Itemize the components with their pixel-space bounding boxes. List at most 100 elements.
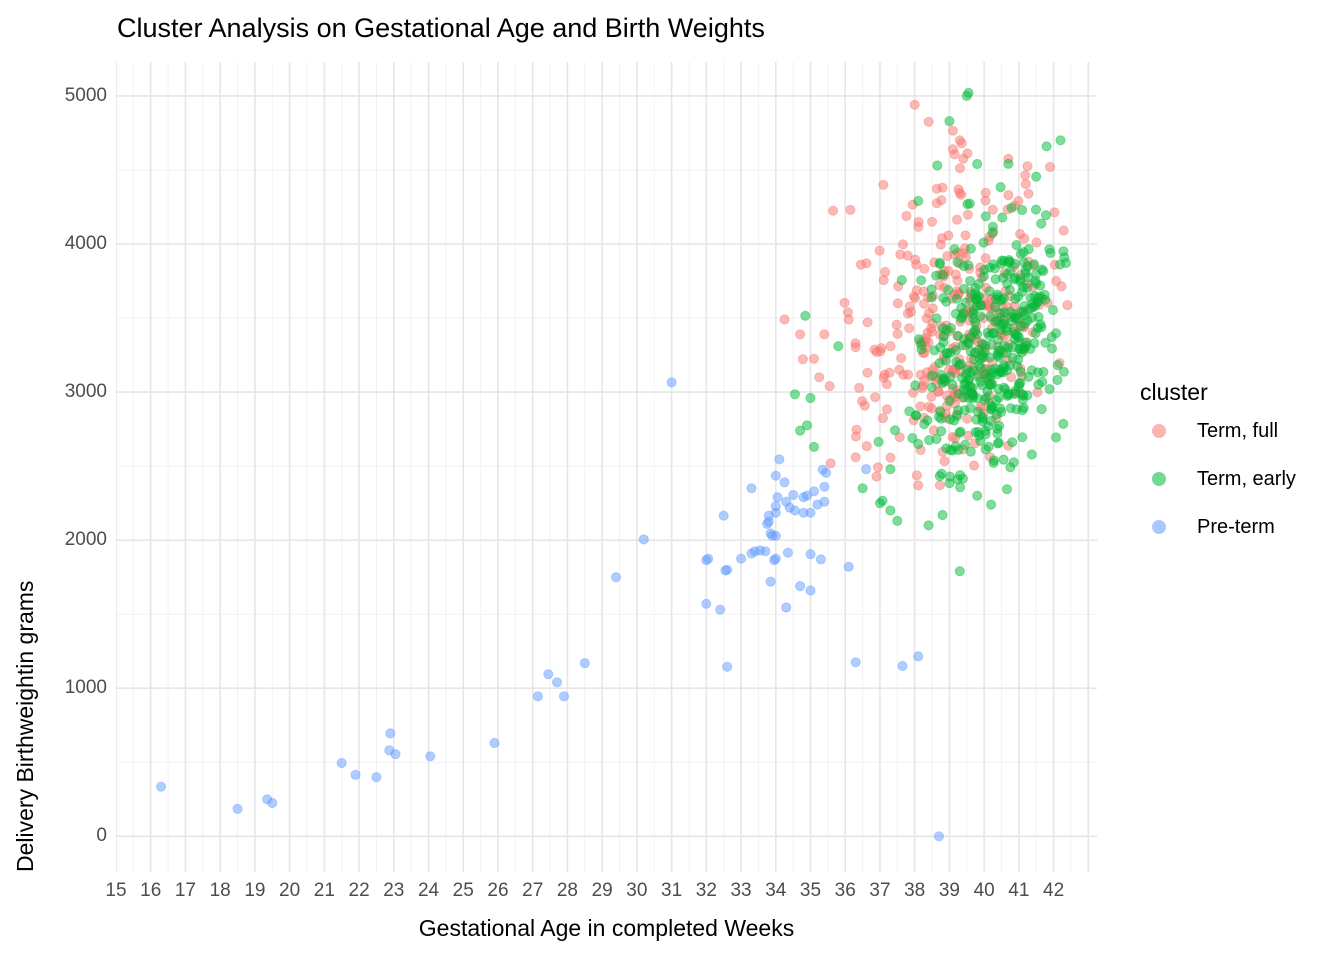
data-point <box>1054 259 1066 270</box>
legend-item: Term, full <box>1140 420 1296 442</box>
data-point <box>1036 218 1047 229</box>
x-tick-label: 16 <box>140 880 162 901</box>
data-point <box>874 498 886 509</box>
data-point <box>896 275 907 286</box>
data-point <box>845 204 856 215</box>
data-point <box>885 505 896 516</box>
data-point <box>1001 322 1013 333</box>
data-point <box>944 478 955 489</box>
data-point <box>801 490 813 501</box>
data-point <box>960 439 971 450</box>
data-point <box>1017 204 1028 216</box>
data-point <box>934 257 945 268</box>
data-point <box>953 359 965 371</box>
data-point <box>1029 259 1040 270</box>
data-point <box>926 382 937 393</box>
data-point <box>819 481 830 492</box>
data-point <box>736 553 747 564</box>
data-point <box>1045 161 1056 173</box>
data-point <box>722 661 733 672</box>
data-point <box>1006 202 1017 213</box>
data-point <box>715 604 726 615</box>
data-point <box>1051 275 1062 287</box>
x-axis-title: Gestational Age in completed Weeks <box>418 915 795 941</box>
data-point <box>885 464 896 475</box>
legend-item: Pre-term <box>1140 516 1296 538</box>
data-point <box>1058 246 1069 257</box>
data-point <box>949 244 960 255</box>
data-point <box>954 187 965 198</box>
data-point <box>1031 237 1042 248</box>
data-point <box>986 499 997 510</box>
data-point <box>789 389 801 400</box>
legend: cluster Term, full Term, early Pre-term <box>1140 379 1296 564</box>
x-tick-label: 39 <box>938 880 960 901</box>
data-point <box>983 372 994 383</box>
data-point <box>892 328 903 339</box>
data-point <box>941 296 952 307</box>
data-point <box>970 288 981 299</box>
data-point <box>951 293 962 304</box>
data-point <box>923 401 935 412</box>
data-point <box>1015 366 1026 377</box>
data-point <box>949 415 960 426</box>
x-tick-label: 28 <box>556 880 578 901</box>
data-point <box>1029 338 1040 349</box>
data-point <box>987 221 999 232</box>
data-point <box>962 209 974 220</box>
data-point <box>489 737 500 749</box>
data-point <box>913 438 924 450</box>
data-point <box>997 212 1008 223</box>
x-tick-label: 21 <box>313 880 335 901</box>
data-point <box>965 275 976 287</box>
data-point <box>950 345 962 356</box>
data-point <box>980 211 991 222</box>
data-point <box>975 376 986 387</box>
data-point <box>1018 306 1029 317</box>
x-tick-label: 23 <box>383 880 405 901</box>
data-point <box>950 441 961 452</box>
data-point <box>805 392 816 404</box>
data-point <box>805 549 816 560</box>
data-point <box>795 329 806 340</box>
data-point <box>772 492 783 503</box>
data-point <box>951 214 963 225</box>
data-point <box>937 269 948 280</box>
data-point <box>913 195 924 207</box>
data-point <box>962 413 973 424</box>
data-point <box>795 581 806 592</box>
data-point <box>947 125 959 136</box>
legend-item-label: Term, early <box>1197 467 1296 490</box>
data-point <box>746 483 757 494</box>
x-tick-label: 35 <box>799 880 822 901</box>
data-point <box>390 749 401 760</box>
x-tick-label: 22 <box>348 880 370 901</box>
data-point <box>551 677 563 688</box>
x-tick-label: 30 <box>626 880 648 901</box>
x-tick-label: 18 <box>209 880 231 901</box>
data-point <box>881 379 892 390</box>
data-point <box>949 149 960 160</box>
data-point <box>966 331 977 342</box>
data-point <box>901 210 912 222</box>
data-point <box>1019 318 1031 329</box>
x-tick-label: 41 <box>1008 880 1030 901</box>
data-point <box>1001 484 1013 495</box>
legend-key-icon <box>1152 520 1166 534</box>
data-point <box>923 520 934 531</box>
data-point <box>1052 360 1063 371</box>
data-point <box>896 353 907 364</box>
data-point <box>1023 188 1034 199</box>
x-tick-label: 19 <box>244 880 266 901</box>
data-point <box>897 660 908 672</box>
data-point <box>894 364 905 375</box>
data-point <box>862 367 873 378</box>
data-point <box>808 486 820 497</box>
data-point <box>1031 278 1042 289</box>
data-point <box>929 345 940 356</box>
legend-title: cluster <box>1140 379 1208 405</box>
data-point <box>985 311 996 322</box>
x-tick-label: 38 <box>904 880 926 901</box>
data-point <box>965 243 977 254</box>
data-point <box>878 275 889 286</box>
